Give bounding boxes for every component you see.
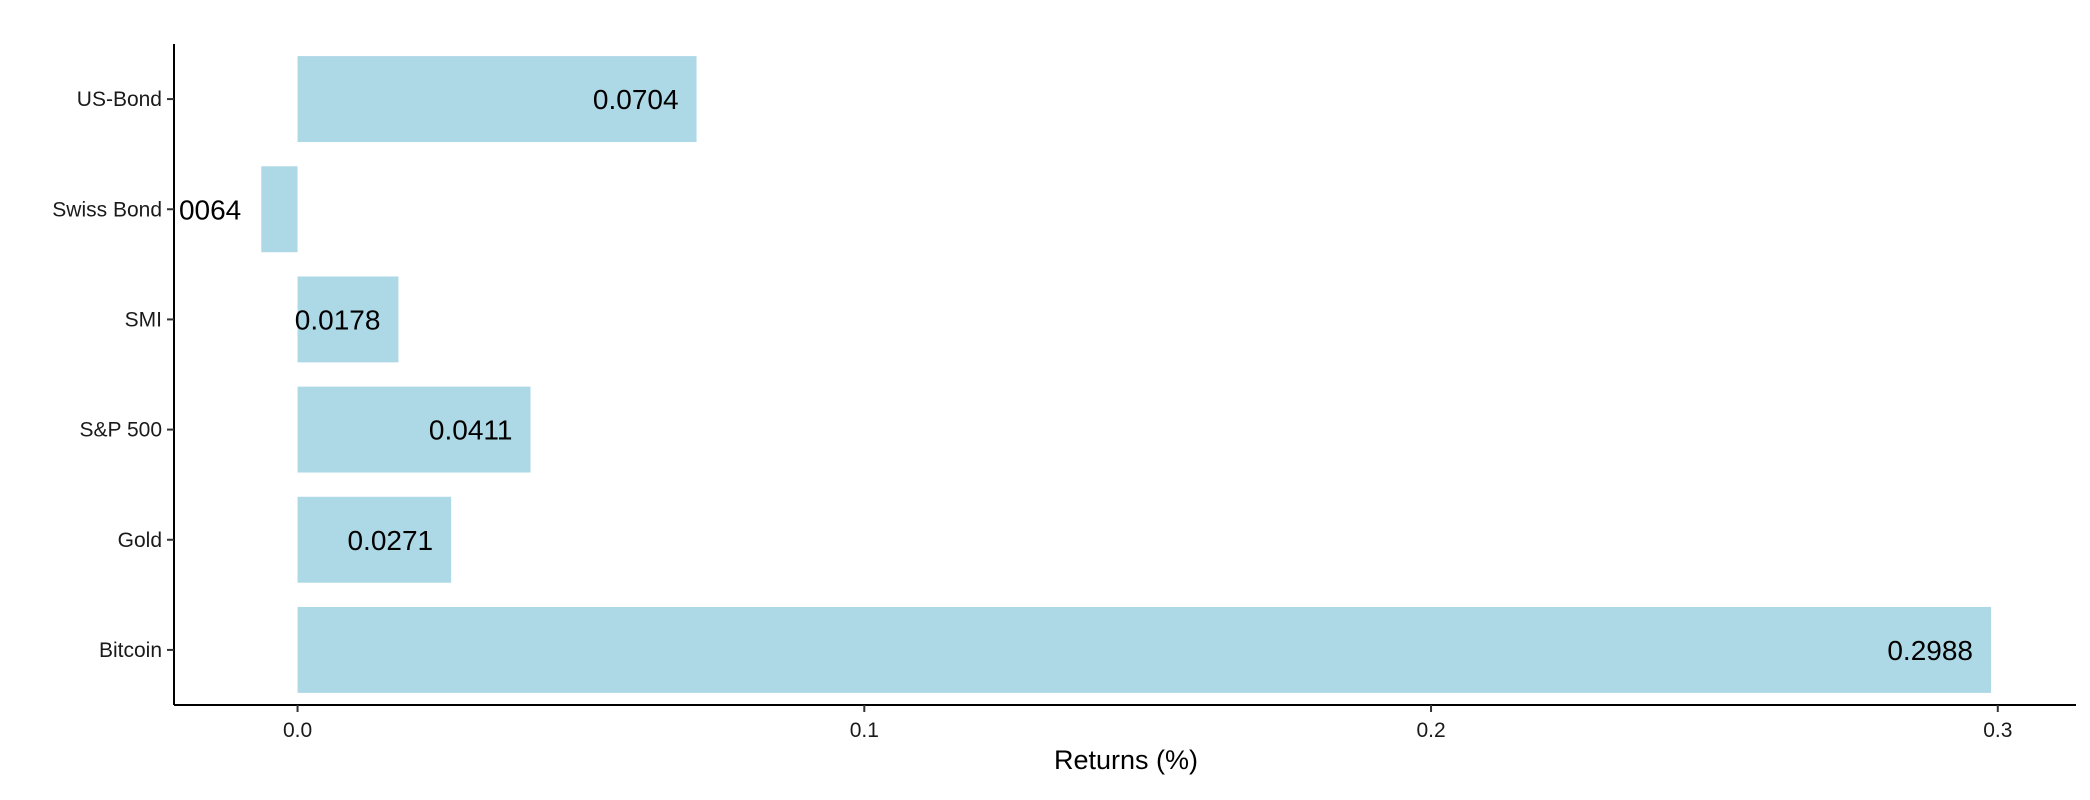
bar-label-us-bond: 0.0704: [593, 84, 679, 115]
x-tick-label-0: 0.0: [283, 719, 312, 742]
x-axis-ticks: 0.0 0.1 0.2 0.3: [283, 705, 2012, 742]
bars-layer: [261, 56, 1991, 693]
y-axis-ticks: US-Bond Swiss Bond SMI S&P 500 Gold Bitcoin: [52, 88, 174, 662]
y-tick-label-s-p-500: S&P 500: [79, 419, 162, 442]
bar-label-bitcoin: 0.2988: [1887, 635, 1973, 666]
y-tick-label-us-bond: US-Bond: [77, 88, 162, 111]
x-tick-label-2: 0.2: [1416, 719, 1445, 742]
bar-us-bond: [297, 56, 697, 143]
x-tick-label-3: 0.3: [1983, 719, 2012, 742]
bar-label-smi: 0.0178: [295, 304, 381, 335]
y-tick-label-swiss-bond: Swiss Bond: [52, 198, 162, 221]
y-tick-label-bitcoin: Bitcoin: [99, 639, 162, 662]
y-tick-label-gold: Gold: [118, 529, 162, 552]
bar-s-p-500: [297, 386, 531, 473]
y-tick-label-smi: SMI: [125, 308, 162, 331]
bar-smi: [297, 276, 399, 363]
x-tick-label-1: 0.1: [850, 719, 879, 742]
bar-bitcoin: [297, 606, 1991, 693]
bar-label-swiss-bond: 0064: [179, 194, 241, 225]
bar-label-s-p-500: 0.0411: [429, 415, 513, 446]
bar-swiss-bond: [261, 166, 298, 253]
bar-labels-layer: 0.0704 0064 0.0178 0.0411 0.0271 0.2988: [179, 84, 1973, 666]
bar-label-gold: 0.0271: [347, 525, 433, 556]
bar-gold: [297, 496, 452, 583]
x-axis-title: Returns (%): [1054, 745, 1198, 775]
